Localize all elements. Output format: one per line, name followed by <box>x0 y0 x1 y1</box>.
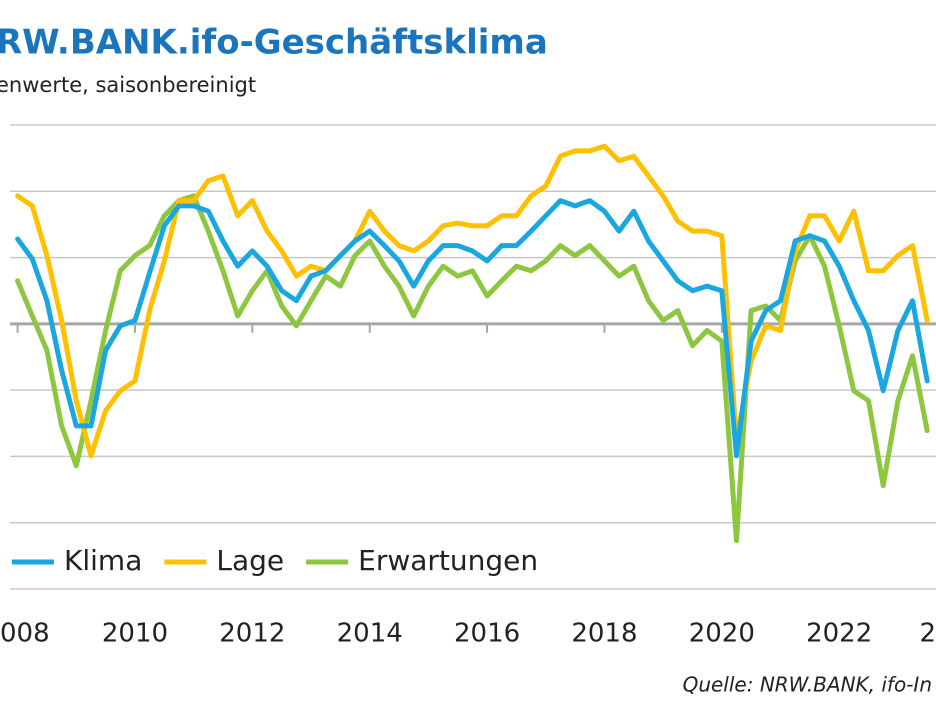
legend-label: Lage <box>216 544 284 577</box>
x-tick-label: 2014 <box>337 619 403 649</box>
x-tick-label: 2016 <box>454 619 520 649</box>
plot <box>15 143 930 544</box>
x-tick-label: 2 <box>919 619 936 649</box>
x-tick-label: 2020 <box>689 619 755 649</box>
x-tick-label: 2018 <box>571 619 637 649</box>
chart-title: RW.BANK.ifo-Geschäftsklima <box>0 23 548 63</box>
line <box>15 198 930 459</box>
x-tick-label: 2012 <box>219 619 285 649</box>
legend: Klima Lage Erwartungen <box>12 544 538 577</box>
line <box>15 193 930 544</box>
chart-subtitle: enwerte, saisonbereinigt <box>0 73 256 97</box>
x-tick-label: 2022 <box>806 619 872 649</box>
x-tick-label: 2010 <box>102 619 168 649</box>
legend-label: Klima <box>64 544 142 577</box>
source: Quelle: NRW.BANK, ifo-In <box>683 673 932 697</box>
legend-label: Erwartungen <box>358 544 538 577</box>
x-tick-label: 008 <box>0 619 50 649</box>
line <box>15 143 930 459</box>
